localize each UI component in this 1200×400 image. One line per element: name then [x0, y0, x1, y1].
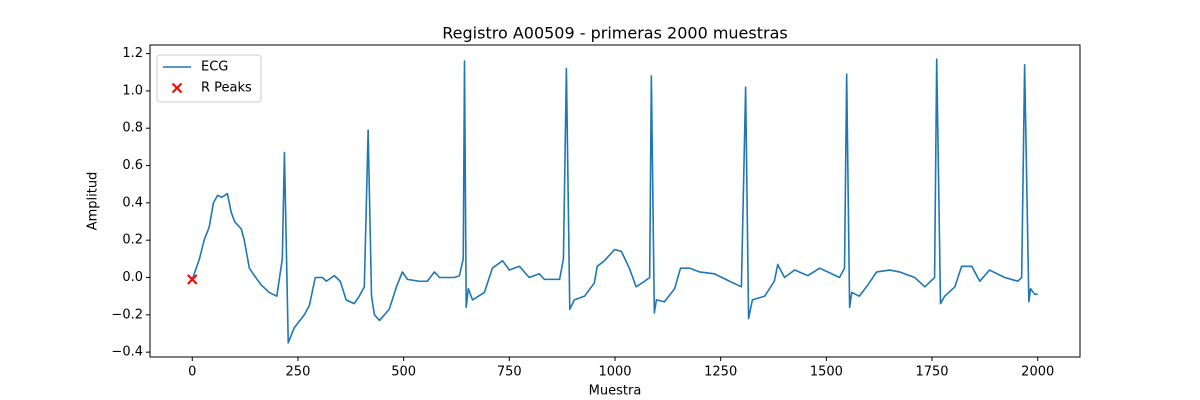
y-tick-label: 1.2 — [122, 46, 143, 61]
axes-frame — [149, 44, 1081, 358]
x-tick-label: 1000 — [598, 365, 631, 380]
legend-label: R Peaks — [201, 81, 252, 96]
x-tick-label: 750 — [497, 365, 522, 380]
x-tick-label: 1250 — [704, 365, 737, 380]
y-tick-label: 0.8 — [122, 121, 143, 136]
x-axis-label: Muestra — [589, 384, 642, 399]
x-tick-label: 0 — [188, 365, 196, 380]
y-tick-label: 0.2 — [122, 233, 143, 248]
x-tick-label: 500 — [391, 365, 416, 380]
y-tick-label: 1.0 — [122, 83, 143, 98]
x-tick-label: 1500 — [810, 365, 843, 380]
x-tick-label: 2000 — [1021, 365, 1054, 380]
legend-label: ECG — [201, 60, 228, 75]
y-tick-label: −0.4 — [111, 345, 143, 360]
y-tick-label: −0.2 — [111, 307, 143, 322]
ecg-line — [191, 58, 1038, 344]
legend-marker — [171, 82, 183, 94]
chart-title: Registro A00509 - primeras 2000 muestras — [442, 24, 787, 43]
y-tick-label: 0.4 — [122, 195, 143, 210]
y-tick-label: 0.6 — [122, 158, 143, 173]
x-tick-label: 250 — [286, 365, 311, 380]
y-tick-label: 0.0 — [122, 270, 143, 285]
r-peak-marker — [187, 274, 198, 285]
y-axis-label: Amplitud — [86, 172, 101, 231]
x-tick-label: 1750 — [915, 365, 948, 380]
